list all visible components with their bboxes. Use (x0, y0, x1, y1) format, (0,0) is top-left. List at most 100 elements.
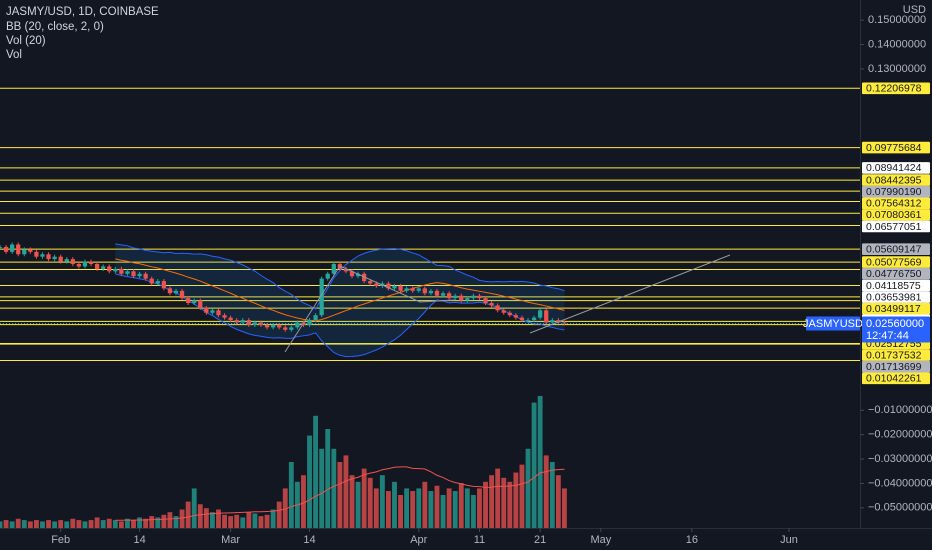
candle (556, 320, 561, 323)
level-label: 0.12206978 (866, 83, 922, 95)
volume-bar (52, 521, 58, 528)
candle (137, 273, 142, 277)
candle (16, 244, 21, 255)
volume-bar (100, 520, 106, 528)
volume-bar (343, 455, 349, 528)
level-label-box (862, 267, 930, 280)
volume-bar (131, 520, 136, 528)
candle (173, 290, 179, 294)
candle (119, 268, 124, 274)
x-tick-label: 14 (303, 534, 315, 546)
candle (149, 278, 154, 284)
candle (264, 324, 270, 328)
volume-bar (106, 518, 112, 528)
y-tick-label: 0.14000000 (868, 38, 926, 50)
level-label: 0.07564312 (866, 198, 922, 210)
volume-bar (161, 514, 167, 528)
candle (277, 324, 282, 328)
volume-bar (325, 429, 331, 528)
current-price-box (862, 316, 930, 343)
candle (22, 249, 27, 255)
candle (513, 315, 519, 318)
candle (246, 320, 251, 325)
level-label: 0.06577051 (866, 221, 922, 233)
current-price-label: 0.02560000 (866, 318, 924, 330)
volume-bar (313, 415, 319, 528)
candle (46, 254, 51, 260)
level-label: 0.03499117 (866, 303, 921, 315)
candle (398, 285, 403, 291)
level-label-box (862, 291, 930, 303)
candle (392, 285, 397, 289)
trend-drawings (284, 254, 731, 353)
indicator-label: Vol (6, 49, 22, 61)
candle (198, 300, 203, 308)
candle (434, 290, 440, 296)
volume-bar (422, 481, 428, 528)
volume-bar (3, 520, 9, 528)
volume-bar (167, 512, 173, 528)
candle (507, 312, 512, 316)
volume-bar (367, 477, 373, 528)
volume-bar (216, 509, 221, 528)
candle (325, 273, 330, 279)
y-tick-label: 0.13000000 (868, 63, 926, 75)
level-label: 0.04118575 (866, 280, 921, 292)
candle (313, 315, 318, 321)
volume-bar (501, 477, 507, 528)
volume-bar (149, 516, 155, 528)
candle (416, 288, 421, 291)
candle (167, 288, 173, 294)
volume-bar (9, 521, 15, 528)
volume-bar (349, 475, 355, 528)
candle (58, 256, 63, 262)
volume-bar (21, 520, 27, 528)
candle (343, 268, 349, 272)
candle (64, 259, 69, 262)
x-tick-label: Jun (780, 534, 798, 546)
volume-bar (543, 455, 549, 528)
volume-bar (155, 517, 161, 528)
x-tick-label: 11 (474, 534, 485, 546)
indicator-label: Vol (20) (6, 35, 46, 47)
candle (113, 268, 118, 272)
volume-bar (331, 448, 337, 528)
volume-bar (58, 520, 64, 528)
candle (471, 295, 476, 299)
candle (446, 293, 452, 299)
candle (210, 310, 215, 313)
volume-bar (228, 516, 234, 528)
candle (349, 271, 355, 277)
price-axis: 0.15000000 0.14000000 0.13000000 −0.0100000… (51, 14, 932, 546)
candle (143, 273, 148, 279)
candle (465, 298, 470, 301)
candle (155, 281, 160, 284)
volume-bar (15, 518, 21, 528)
volume-bar (252, 513, 258, 528)
y-tick-label: −0.02000000 (868, 429, 932, 441)
level-label-box (862, 162, 930, 174)
candle (228, 317, 233, 321)
volume-bar (143, 518, 149, 528)
volume-bar (531, 402, 537, 528)
volume-bar (40, 521, 45, 528)
candle (422, 288, 427, 294)
volume-ma (115, 466, 565, 521)
volume-bar (464, 488, 470, 528)
level-label-box (862, 256, 930, 268)
volume-bar (398, 495, 403, 528)
candle (179, 290, 185, 299)
volume-bar (519, 464, 525, 528)
volume-bar (222, 514, 227, 528)
volume-bar (125, 518, 130, 528)
level-label: 0.09775684 (866, 142, 922, 154)
candle (204, 307, 209, 313)
x-tick-label: May (590, 534, 611, 546)
volume-bar (301, 475, 306, 528)
volume-bar (307, 435, 312, 528)
candle (453, 295, 458, 299)
volume-bar (416, 488, 422, 528)
candle (234, 320, 239, 323)
volume-bar (203, 508, 209, 528)
candle (10, 244, 15, 252)
